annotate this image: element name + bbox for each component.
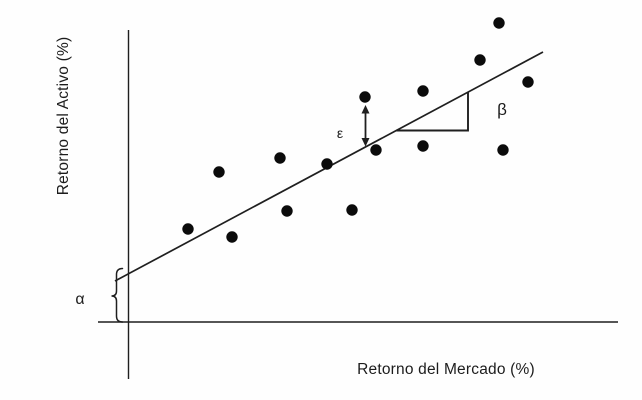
data-point: [493, 17, 505, 29]
epsilon-arrow: [361, 105, 370, 147]
beta-label: β: [497, 100, 507, 119]
epsilon-arrowhead-up-icon: [361, 105, 370, 114]
data-point: [321, 158, 333, 170]
data-point: [281, 205, 293, 217]
y-axis-label: Retorno del Activo (%): [55, 37, 72, 196]
data-point: [522, 76, 534, 88]
scatter-points: [182, 17, 534, 243]
data-point: [417, 85, 429, 97]
data-point: [274, 152, 286, 164]
data-point: [359, 91, 371, 103]
data-point: [182, 223, 194, 235]
x-axis-label: Retorno del Mercado (%): [357, 361, 535, 378]
data-point: [346, 204, 358, 216]
data-point: [417, 140, 429, 152]
slope-triangle: [396, 92, 469, 132]
alpha-label: α: [75, 291, 84, 308]
data-point: [370, 144, 382, 156]
data-point: [474, 54, 486, 66]
data-point: [213, 166, 225, 178]
data-point: [497, 144, 509, 156]
data-point: [226, 231, 238, 243]
alpha-intercept-brace: [111, 267, 124, 323]
epsilon-label: ε: [337, 125, 343, 141]
epsilon-arrowhead-down-icon: [361, 138, 370, 147]
